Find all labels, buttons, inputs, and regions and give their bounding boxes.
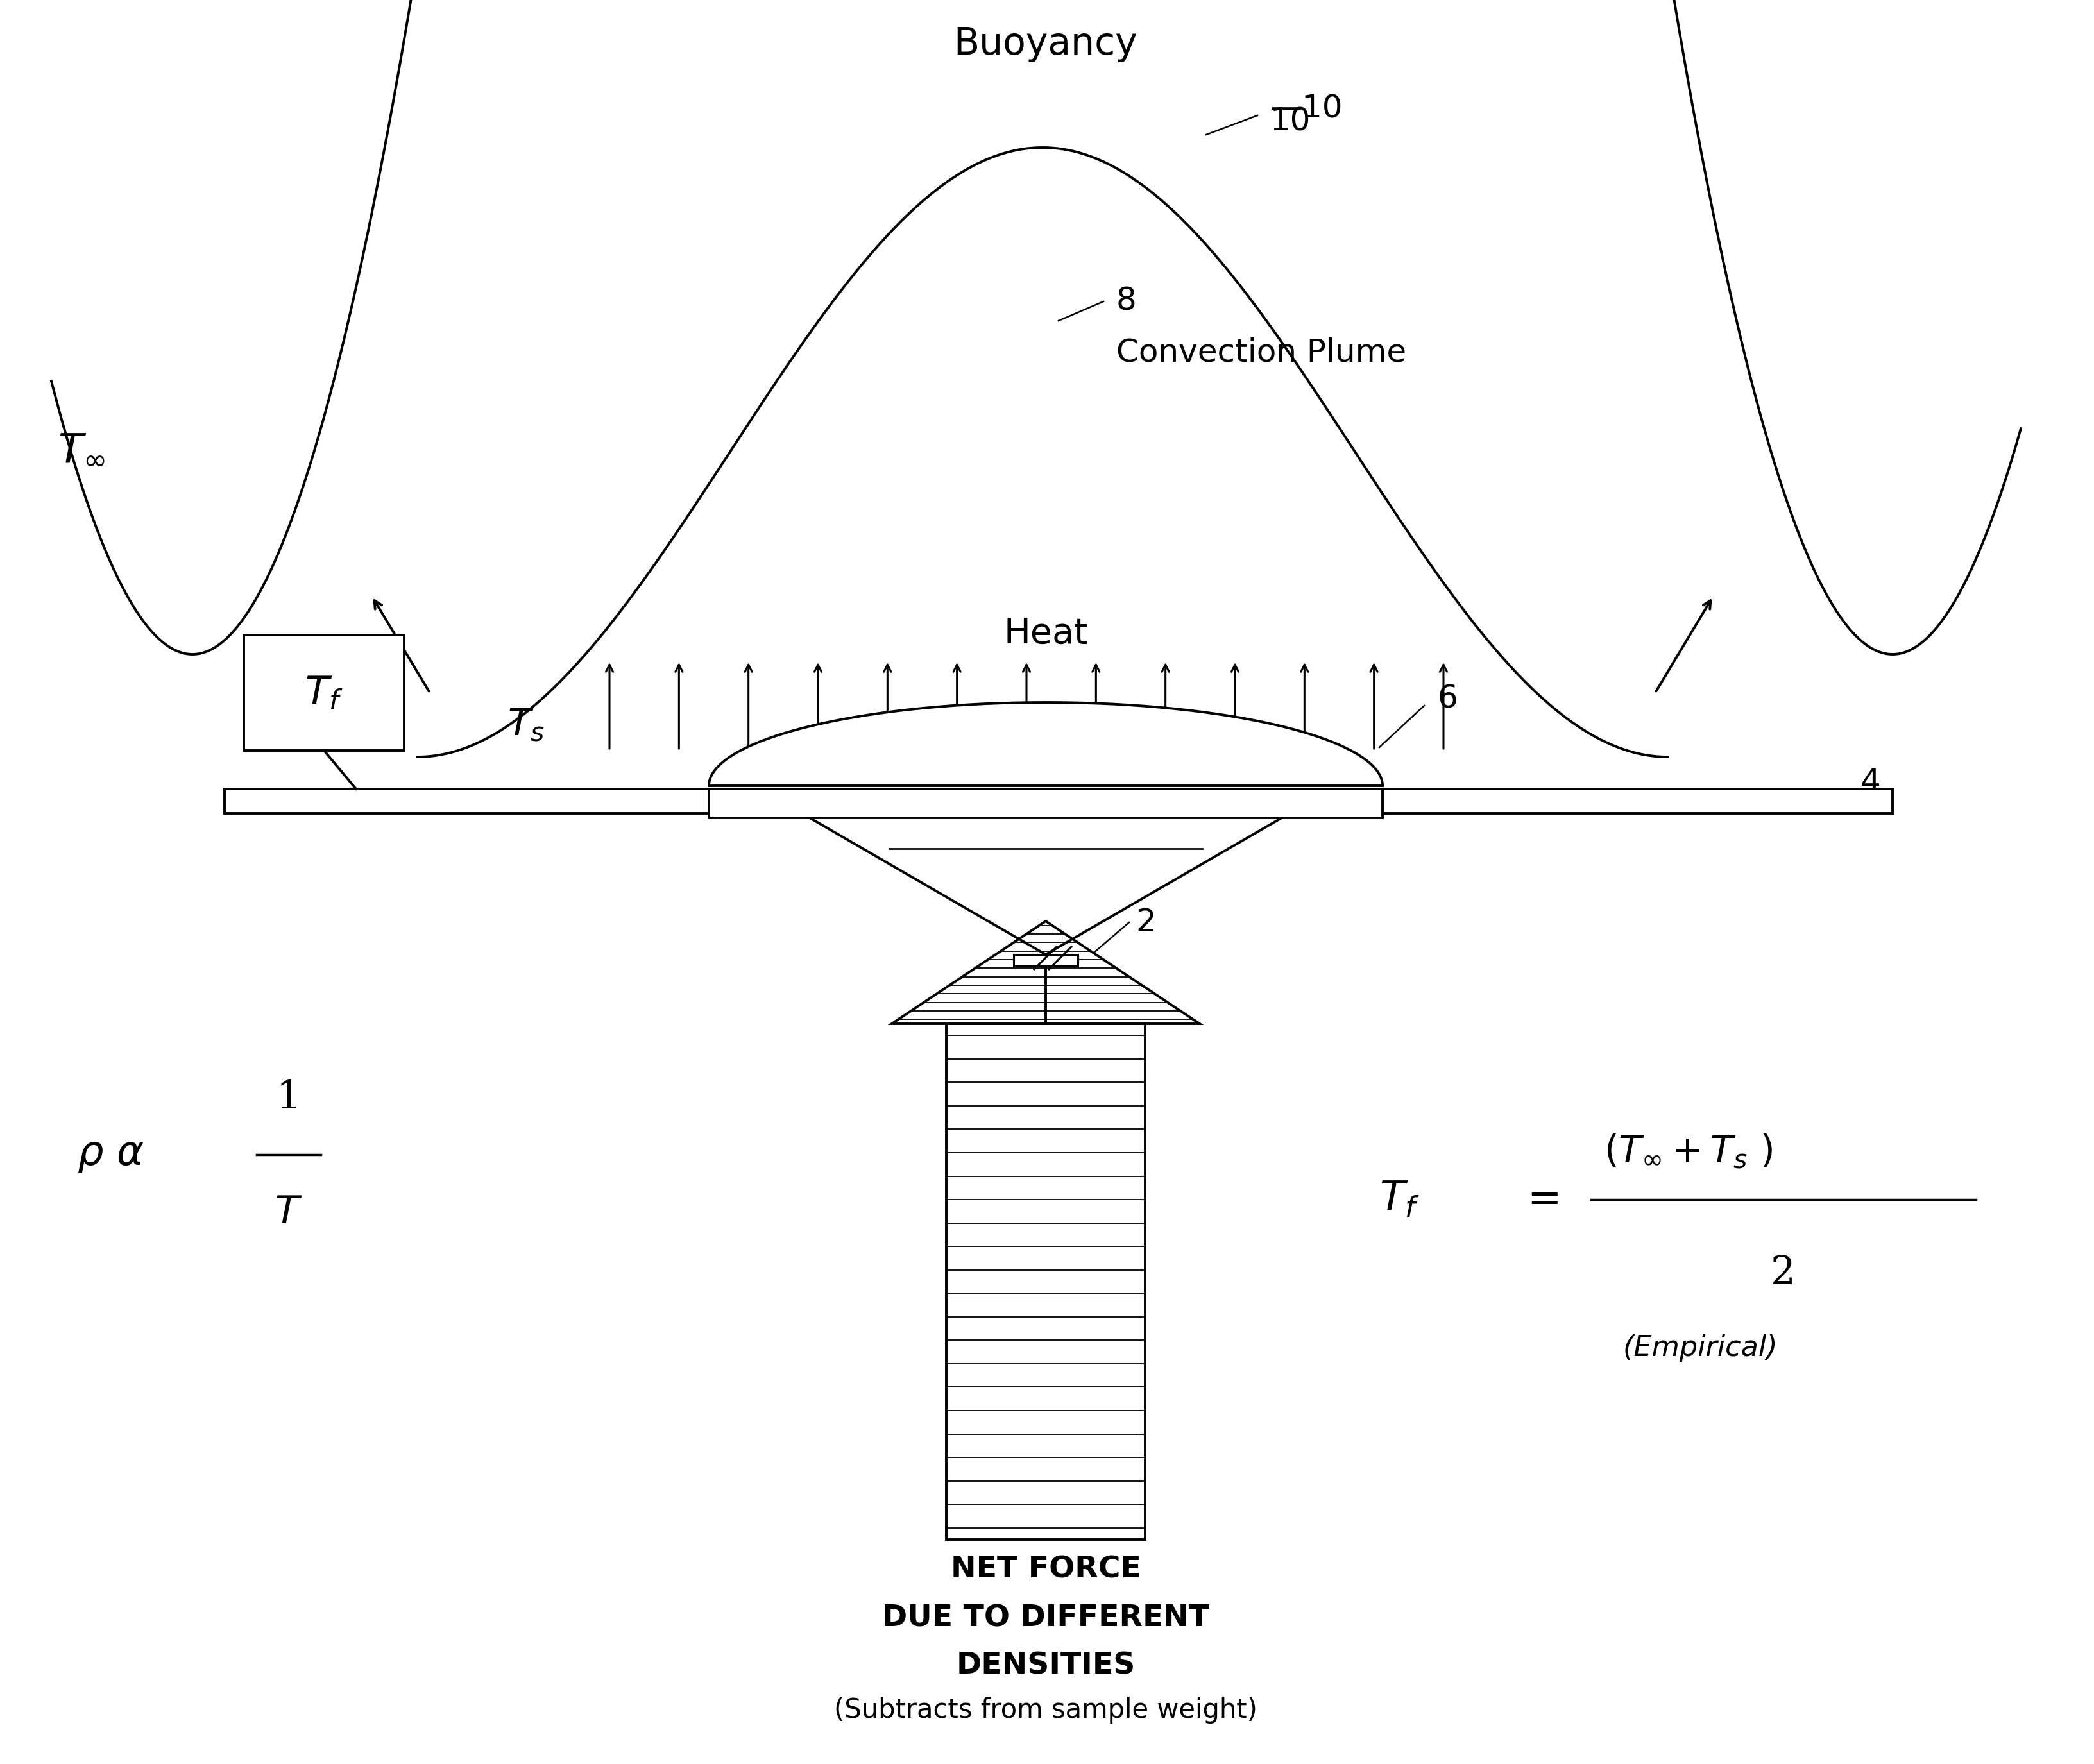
Polygon shape <box>946 1023 1145 1540</box>
Bar <box>710 789 1382 818</box>
Text: 6: 6 <box>1436 684 1457 714</box>
Text: 2: 2 <box>1135 907 1156 938</box>
Text: Heat: Heat <box>1003 616 1089 651</box>
Text: Buoyancy: Buoyancy <box>953 26 1137 62</box>
Text: $T_f$: $T_f$ <box>1380 1180 1420 1219</box>
Text: 10: 10 <box>1271 106 1311 138</box>
Text: $T_f$: $T_f$ <box>306 674 343 713</box>
Text: 1: 1 <box>276 1078 302 1117</box>
Text: DENSITIES: DENSITIES <box>957 1651 1135 1681</box>
Bar <box>1013 954 1078 967</box>
Text: $\rho\ \alpha$: $\rho\ \alpha$ <box>77 1134 144 1175</box>
Text: NET FORCE: NET FORCE <box>951 1556 1141 1584</box>
Text: $T_s$: $T_s$ <box>507 707 544 743</box>
Text: DUE TO DIFFERENT: DUE TO DIFFERENT <box>882 1603 1210 1632</box>
Text: 8: 8 <box>1116 286 1137 318</box>
Text: $(T_{\infty}+T_s\ )$: $(T_{\infty}+T_s\ )$ <box>1604 1132 1774 1170</box>
Bar <box>224 789 1893 813</box>
Text: 4: 4 <box>1859 767 1880 797</box>
Text: 2: 2 <box>1772 1254 1795 1293</box>
Polygon shape <box>710 702 1382 785</box>
Bar <box>243 635 404 750</box>
Text: $T_{\infty}$: $T_{\infty}$ <box>59 429 105 469</box>
Text: (Empirical): (Empirical) <box>1623 1334 1778 1362</box>
Text: $T$: $T$ <box>274 1192 304 1231</box>
Polygon shape <box>892 921 1200 1023</box>
Text: —10: —10 <box>1271 93 1342 125</box>
Text: (Subtracts from sample weight): (Subtracts from sample weight) <box>833 1697 1256 1723</box>
Text: =: = <box>1527 1180 1562 1219</box>
Text: Convection Plume: Convection Plume <box>1116 337 1407 369</box>
